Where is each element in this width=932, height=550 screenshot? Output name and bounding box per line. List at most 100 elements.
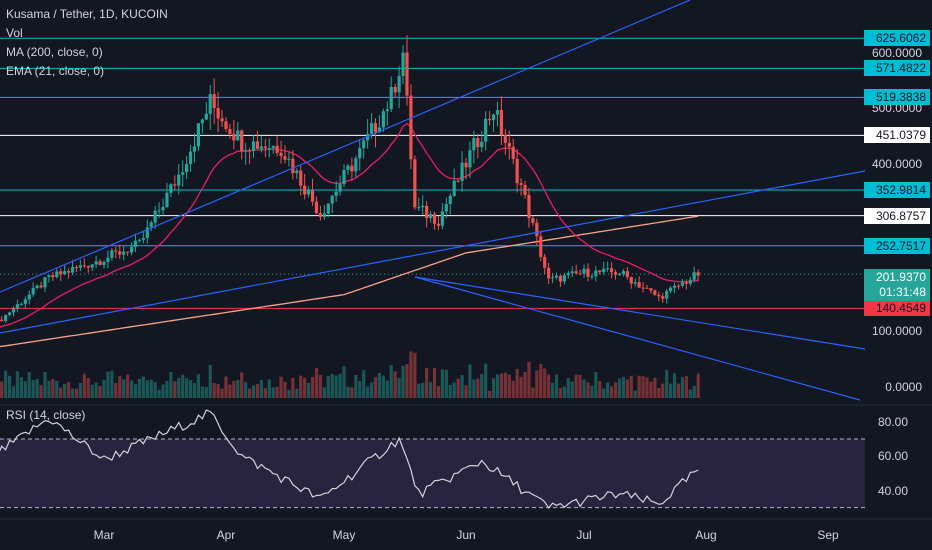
volume-bar bbox=[275, 386, 279, 398]
candle-body bbox=[263, 146, 267, 149]
candle-body bbox=[598, 270, 602, 273]
candle-body bbox=[448, 195, 452, 205]
candle-body bbox=[114, 250, 118, 252]
candle-body bbox=[602, 268, 606, 273]
trend-line bbox=[0, 0, 691, 293]
volume-bar bbox=[98, 386, 102, 398]
volume-bar bbox=[263, 388, 267, 398]
volume-bar bbox=[444, 369, 448, 398]
volume-bar bbox=[141, 376, 145, 398]
volume-bar bbox=[212, 382, 216, 398]
volume-bar bbox=[696, 373, 700, 398]
candle-body bbox=[55, 271, 59, 278]
ma-200-path bbox=[0, 215, 699, 348]
candle-body bbox=[488, 118, 492, 121]
candle-body bbox=[149, 222, 153, 228]
volume-bar bbox=[684, 376, 688, 398]
candle-body bbox=[566, 273, 570, 276]
candle-body bbox=[377, 127, 382, 133]
volume-bar bbox=[106, 371, 110, 398]
volume-bar bbox=[94, 382, 98, 398]
volume-bar bbox=[185, 378, 189, 398]
volume-bar bbox=[354, 374, 358, 398]
candle-body bbox=[15, 304, 20, 309]
volume-bar bbox=[472, 379, 476, 398]
candle-body bbox=[543, 256, 547, 268]
volume-bar bbox=[295, 388, 299, 398]
candle-body bbox=[208, 94, 212, 114]
candle-body bbox=[66, 271, 71, 273]
level-price-tag: 451.0379 bbox=[864, 127, 930, 144]
candle-body bbox=[491, 114, 496, 121]
volume-bar bbox=[188, 380, 193, 398]
candle-body bbox=[369, 123, 374, 134]
volume-bar bbox=[31, 379, 35, 398]
volume-bar bbox=[334, 375, 338, 398]
volume-bar bbox=[535, 370, 539, 398]
trend-line bbox=[0, 170, 866, 334]
candle-body bbox=[468, 150, 472, 168]
volume-bar bbox=[310, 376, 315, 398]
candle-body bbox=[661, 296, 665, 299]
volume-bar bbox=[676, 383, 681, 398]
volume-bar bbox=[279, 376, 283, 398]
candle-body bbox=[484, 118, 488, 142]
rsi-legend: RSI (14, close) bbox=[6, 408, 86, 422]
volume-bar bbox=[39, 385, 43, 398]
ma-200-line bbox=[0, 215, 699, 348]
volume-bar bbox=[665, 369, 669, 398]
volume-bar bbox=[432, 367, 437, 398]
volume-bar bbox=[436, 385, 441, 398]
candle-body bbox=[558, 275, 563, 282]
candle-body bbox=[409, 95, 413, 160]
candle-body bbox=[641, 287, 645, 289]
candle-body bbox=[385, 109, 389, 112]
volume-bar bbox=[649, 381, 653, 398]
candle-body bbox=[586, 268, 590, 277]
candle-body bbox=[224, 121, 228, 129]
candle-body bbox=[90, 264, 94, 268]
volume-bar bbox=[82, 373, 86, 398]
rsi-band bbox=[0, 438, 865, 508]
volume-bar bbox=[417, 383, 421, 398]
candle-body bbox=[503, 135, 507, 143]
volume-bar bbox=[126, 374, 130, 398]
candle-body bbox=[133, 240, 138, 247]
volume-bar bbox=[122, 379, 126, 398]
candle-body bbox=[629, 276, 633, 284]
candle-body bbox=[177, 174, 181, 186]
candle-body bbox=[236, 130, 240, 141]
volume-bar bbox=[181, 374, 185, 398]
volume-bar bbox=[692, 385, 696, 398]
volume-bar bbox=[129, 380, 134, 398]
candle-body bbox=[118, 251, 122, 255]
volume-legend: Vol bbox=[6, 26, 23, 40]
ema-21-path bbox=[0, 122, 699, 328]
volume-bar bbox=[653, 377, 657, 398]
volume-bar bbox=[527, 361, 531, 398]
candle-body bbox=[122, 251, 126, 255]
volume-bar bbox=[609, 386, 614, 398]
time-tick-label: Mar bbox=[93, 528, 115, 542]
volume-bar bbox=[362, 370, 366, 398]
candle-body bbox=[672, 285, 677, 288]
volume-bar bbox=[460, 375, 464, 398]
volume-bar bbox=[389, 365, 393, 398]
candle-body bbox=[436, 223, 441, 226]
volume-bar bbox=[621, 376, 625, 398]
volume-bar bbox=[515, 368, 519, 398]
volume-bar bbox=[208, 365, 212, 398]
volume-bar bbox=[669, 383, 673, 398]
candle-body bbox=[476, 138, 480, 148]
candle-body bbox=[283, 156, 287, 160]
price-tick-label: 400.0000 bbox=[871, 156, 922, 171]
candle-body bbox=[185, 163, 189, 173]
volume-bar bbox=[602, 388, 606, 398]
candle-body bbox=[539, 236, 543, 257]
volume-bar bbox=[499, 373, 504, 398]
candle-body bbox=[515, 158, 519, 184]
candle-body bbox=[519, 183, 523, 186]
volume-bar bbox=[299, 375, 303, 398]
candle-body bbox=[338, 184, 342, 192]
